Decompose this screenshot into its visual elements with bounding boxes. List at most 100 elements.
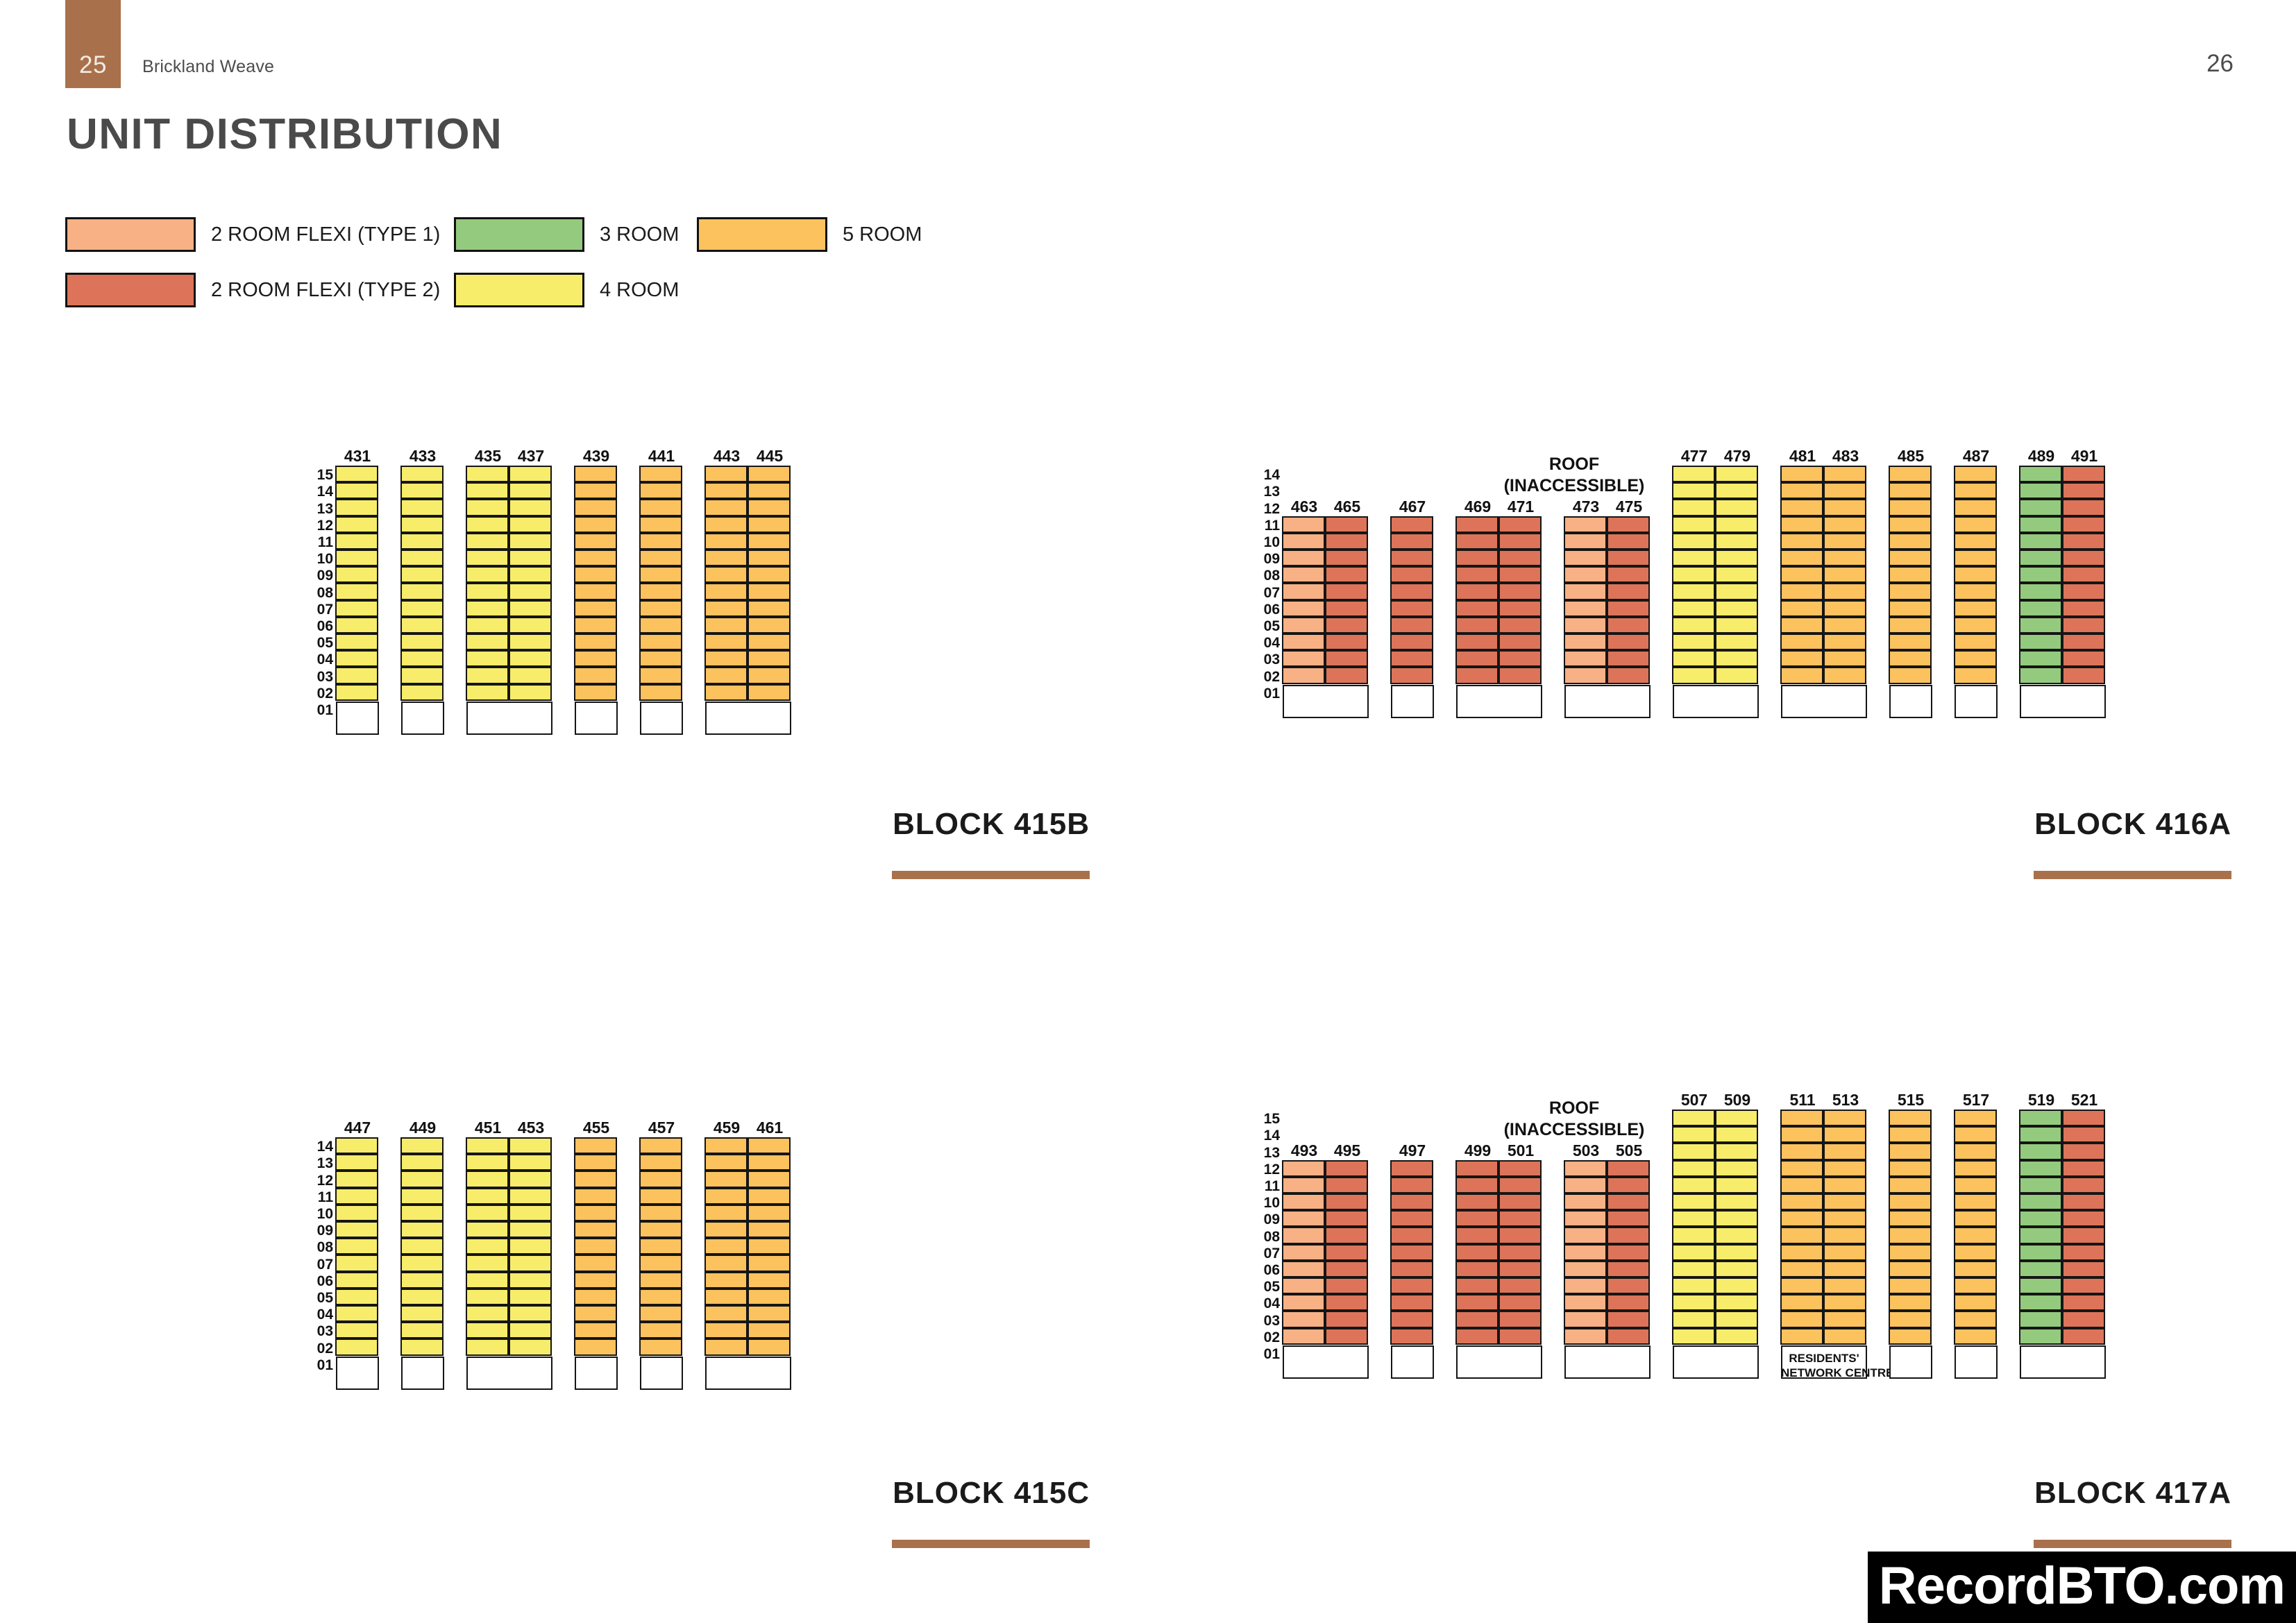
unit-cell[interactable] — [639, 650, 682, 668]
unit-cell[interactable] — [1823, 1193, 1866, 1211]
unit-cell[interactable] — [704, 1137, 748, 1155]
unit-cell[interactable] — [748, 683, 791, 701]
unit-cell[interactable] — [1823, 499, 1866, 516]
unit-cell[interactable] — [509, 1187, 552, 1205]
unit-cell[interactable] — [1780, 1327, 1823, 1345]
unit-cell[interactable] — [748, 1187, 791, 1205]
unit-cell[interactable] — [704, 499, 748, 516]
unit-cell[interactable] — [1889, 1176, 1932, 1193]
unit-cell[interactable] — [1954, 1327, 1997, 1345]
unit-cell[interactable] — [1823, 1243, 1866, 1261]
unit-cell[interactable] — [574, 667, 617, 684]
unit-cell[interactable] — [639, 600, 682, 617]
unit-cell[interactable] — [1499, 1260, 1542, 1277]
unit-cell[interactable] — [1954, 1243, 1997, 1261]
unit-cell[interactable] — [466, 634, 509, 651]
unit-cell[interactable] — [1455, 634, 1499, 651]
unit-cell[interactable] — [2062, 516, 2105, 533]
unit-cell[interactable] — [1325, 1311, 1368, 1328]
unit-cell[interactable] — [1715, 667, 1758, 684]
unit-cell[interactable] — [1499, 1210, 1542, 1227]
unit-cell[interactable] — [2062, 566, 2105, 584]
unit-cell[interactable] — [1780, 466, 1823, 483]
unit-cell[interactable] — [1715, 1159, 1758, 1177]
unit-cell[interactable] — [1564, 550, 1607, 567]
unit-cell[interactable] — [1780, 583, 1823, 600]
unit-cell[interactable] — [400, 1305, 444, 1323]
unit-cell[interactable] — [1715, 1294, 1758, 1311]
unit-cell[interactable] — [1282, 1327, 1325, 1345]
unit-cell[interactable] — [509, 532, 552, 550]
unit-cell[interactable] — [400, 650, 444, 668]
unit-cell[interactable] — [1390, 634, 1433, 651]
unit-cell[interactable] — [1954, 1193, 1997, 1211]
unit-cell[interactable] — [704, 1322, 748, 1339]
unit-cell[interactable] — [2062, 1277, 2105, 1295]
unit-cell[interactable] — [1564, 583, 1607, 600]
unit-cell[interactable] — [509, 650, 552, 668]
unit-cell[interactable] — [1780, 482, 1823, 500]
unit-cell[interactable] — [1390, 566, 1433, 584]
unit-cell[interactable] — [1672, 1327, 1715, 1345]
unit-cell[interactable] — [1954, 1143, 1997, 1160]
unit-cell[interactable] — [335, 482, 378, 500]
unit-cell[interactable] — [1325, 1260, 1368, 1277]
unit-cell[interactable] — [400, 532, 444, 550]
unit-cell[interactable] — [748, 1154, 791, 1171]
unit-cell[interactable] — [1780, 499, 1823, 516]
unit-cell[interactable] — [509, 566, 552, 584]
unit-cell[interactable] — [1715, 1176, 1758, 1193]
unit-cell[interactable] — [509, 634, 552, 651]
unit-cell[interactable] — [400, 1288, 444, 1305]
unit-cell[interactable] — [1325, 1176, 1368, 1193]
unit-cell[interactable] — [466, 583, 509, 600]
unit-cell[interactable] — [704, 1154, 748, 1171]
unit-cell[interactable] — [748, 667, 791, 684]
unit-cell[interactable] — [2019, 1277, 2062, 1295]
unit-cell[interactable] — [704, 583, 748, 600]
unit-cell[interactable] — [748, 1322, 791, 1339]
unit-cell[interactable] — [574, 482, 617, 500]
unit-cell[interactable] — [466, 1255, 509, 1272]
unit-cell[interactable] — [335, 1255, 378, 1272]
unit-cell[interactable] — [1954, 482, 1997, 500]
unit-cell[interactable] — [2019, 516, 2062, 533]
unit-cell[interactable] — [466, 482, 509, 500]
unit-cell[interactable] — [1889, 600, 1932, 617]
unit-cell[interactable] — [2062, 1327, 2105, 1345]
unit-cell[interactable] — [1325, 532, 1368, 550]
unit-cell[interactable] — [574, 516, 617, 533]
unit-cell[interactable] — [1325, 1327, 1368, 1345]
unit-cell[interactable] — [2019, 1193, 2062, 1211]
unit-cell[interactable] — [1607, 516, 1650, 533]
unit-cell[interactable] — [1954, 1126, 1997, 1144]
unit-cell[interactable] — [2062, 634, 2105, 651]
unit-cell[interactable] — [748, 466, 791, 483]
unit-cell[interactable] — [1455, 516, 1499, 533]
unit-cell[interactable] — [466, 1204, 509, 1221]
unit-cell[interactable] — [639, 683, 682, 701]
unit-cell[interactable] — [1715, 1311, 1758, 1328]
unit-cell[interactable] — [1780, 1126, 1823, 1144]
unit-cell[interactable] — [509, 1339, 552, 1356]
unit-cell[interactable] — [1499, 1159, 1542, 1177]
unit-cell[interactable] — [1390, 1243, 1433, 1261]
unit-cell[interactable] — [1715, 566, 1758, 584]
unit-cell[interactable] — [1823, 1126, 1866, 1144]
unit-cell[interactable] — [2062, 583, 2105, 600]
unit-cell[interactable] — [1499, 1327, 1542, 1345]
unit-cell[interactable] — [1499, 1193, 1542, 1211]
unit-cell[interactable] — [2019, 667, 2062, 684]
unit-cell[interactable] — [2019, 1311, 2062, 1328]
unit-cell[interactable] — [2062, 1193, 2105, 1211]
unit-cell[interactable] — [1325, 667, 1368, 684]
unit-cell[interactable] — [1780, 1143, 1823, 1160]
unit-cell[interactable] — [1499, 1176, 1542, 1193]
unit-cell[interactable] — [639, 482, 682, 500]
unit-cell[interactable] — [639, 1271, 682, 1289]
unit-cell[interactable] — [1823, 550, 1866, 567]
unit-cell[interactable] — [400, 550, 444, 567]
unit-cell[interactable] — [1780, 1159, 1823, 1177]
unit-cell[interactable] — [1455, 1311, 1499, 1328]
unit-cell[interactable] — [639, 1238, 682, 1255]
